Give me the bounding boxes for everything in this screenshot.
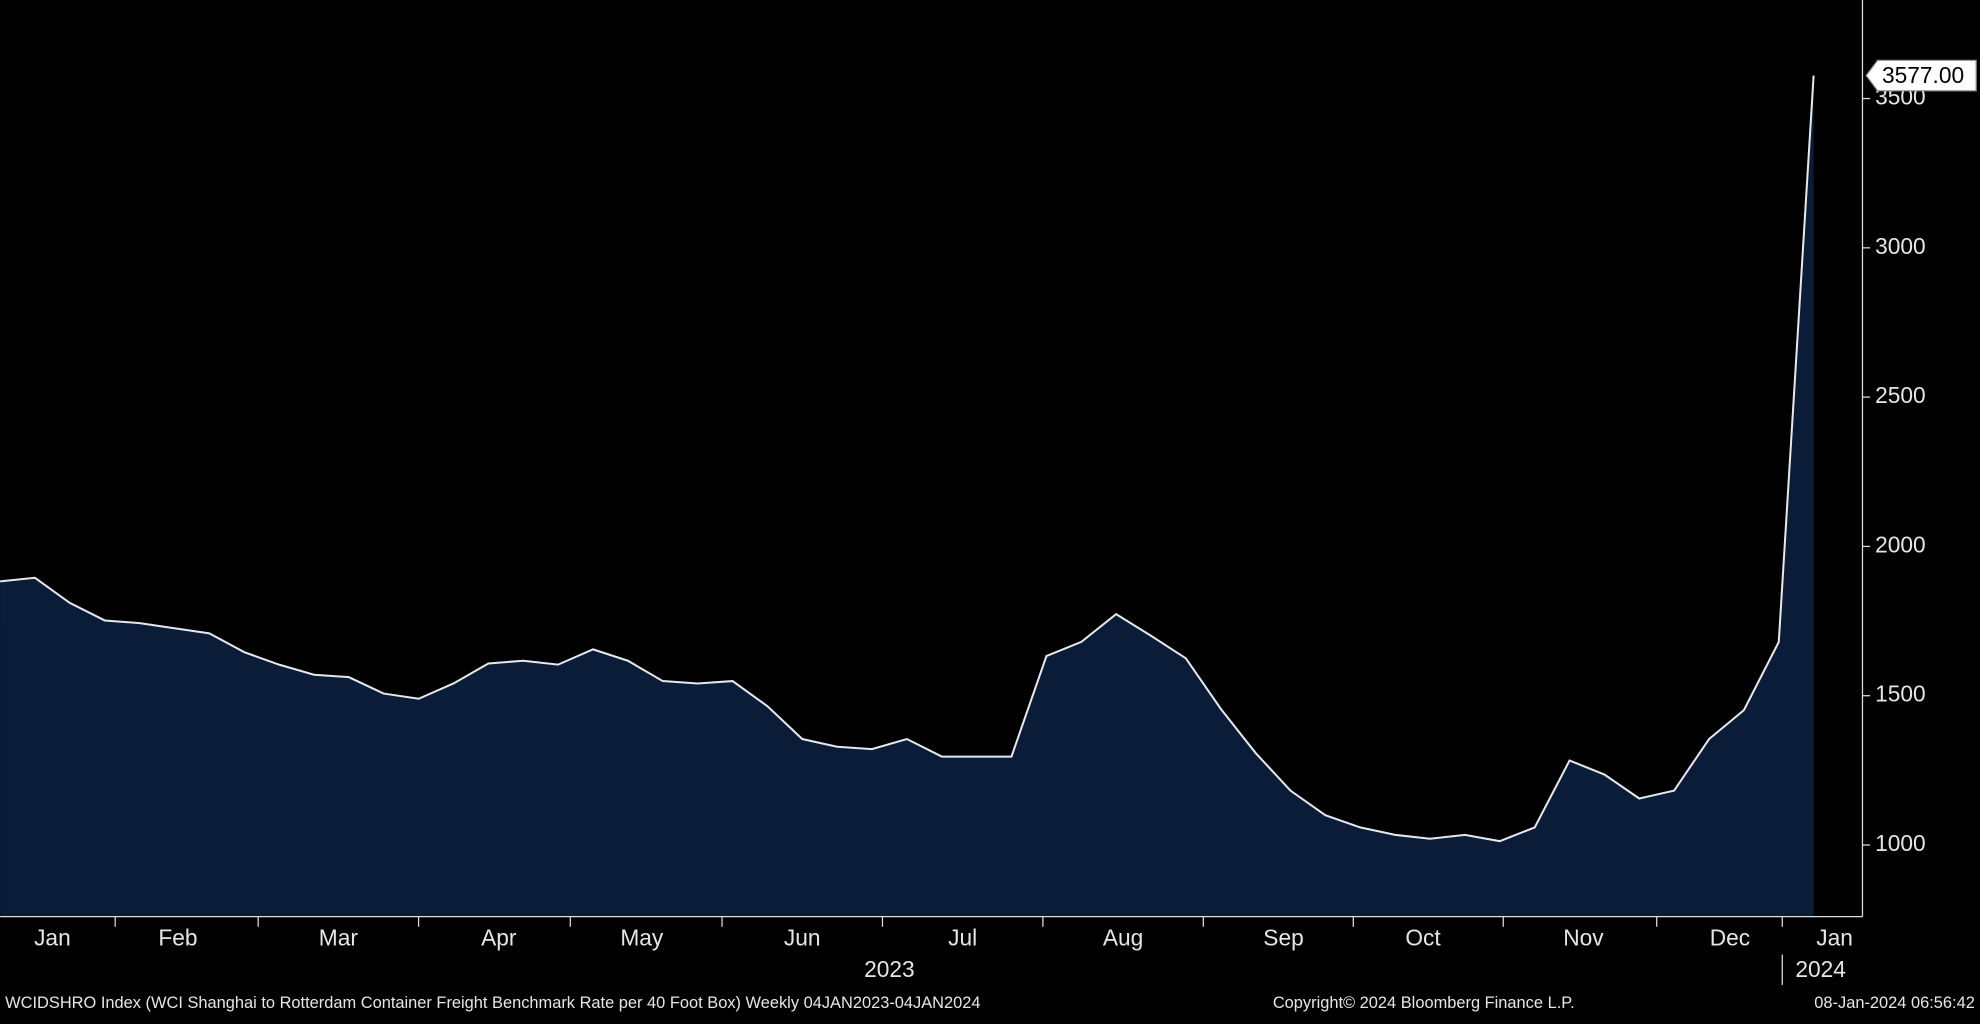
x-tick-label: Feb [158,924,197,950]
x-tick-label: Oct [1405,924,1441,950]
x-tick-label: Jul [948,924,977,950]
y-tick-label: 3000 [1875,233,1926,259]
x-tick-label: Mar [319,924,359,950]
last-value-box [1865,59,1977,92]
y-tick-label: 2000 [1875,531,1926,557]
year-label: 2024 [1795,956,1846,982]
year-label: 2023 [864,956,915,982]
last-value-label: 3577.00 [1882,62,1964,88]
x-tick-label: Apr [481,924,517,950]
x-tick-label: Jan [1816,924,1853,950]
x-tick-label: Jan [34,924,71,950]
x-tick-label: Aug [1103,924,1143,950]
y-tick-label: 1500 [1875,681,1926,707]
y-tick-label: 1000 [1875,830,1926,856]
x-tick-label: May [620,924,664,950]
y-tick-label: 2500 [1875,382,1926,408]
x-tick-label: Sep [1263,924,1303,950]
footer-left: WCIDSHRO Index (WCI Shanghai to Rotterda… [5,994,980,1012]
footer-timestamp: 08-Jan-2024 06:56:42 [1814,994,1975,1012]
x-tick-label: Jun [784,924,821,950]
area-fill [0,75,1814,917]
price-line [0,75,1815,843]
x-tick-label: Dec [1710,924,1750,950]
x-tick-label: Nov [1563,924,1604,950]
footer-copyright: Copyright© 2024 Bloomberg Finance L.P. [1273,994,1575,1012]
